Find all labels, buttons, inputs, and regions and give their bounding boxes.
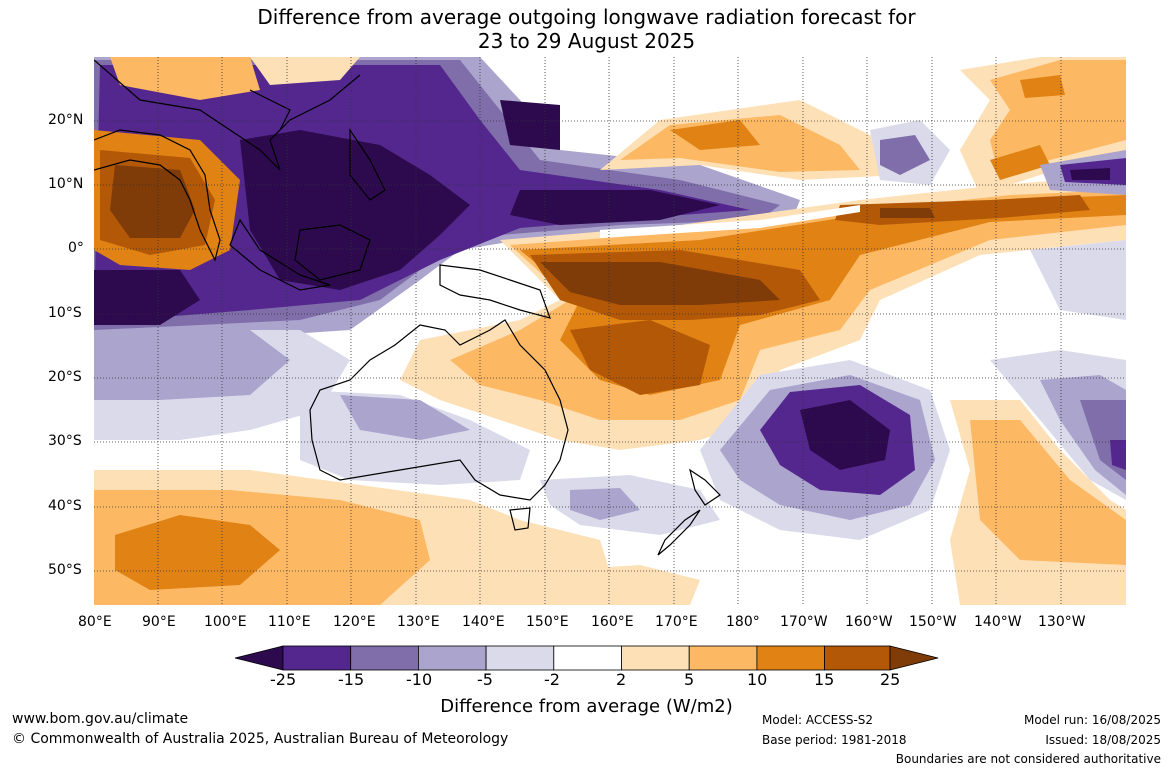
- colorbar-high-extension: [889, 645, 939, 671]
- colorbar-bin: [350, 645, 419, 671]
- lon-label: 140°E: [462, 614, 505, 630]
- map-title-line2: 23 to 29 August 2025: [477, 29, 696, 53]
- lon-label: 130°W: [1038, 614, 1086, 630]
- lat-label: 20°S: [48, 369, 82, 385]
- lon-label: 100°E: [204, 614, 247, 630]
- lon-label: 110°E: [268, 614, 311, 630]
- colorbar-low-extension: [234, 645, 284, 671]
- lat-label: 10°N: [48, 176, 84, 192]
- lon-label: 90°E: [142, 614, 176, 630]
- lon-label: 120°E: [333, 614, 376, 630]
- graticule: [94, 57, 1126, 605]
- colorbar-tick: 10: [747, 670, 768, 689]
- colorbar-tick: -10: [406, 670, 433, 689]
- colorbar-bin: [756, 645, 826, 671]
- footer-model: Model: ACCESS-S2: [762, 713, 874, 727]
- colorbar-bin: [824, 645, 891, 671]
- footer-copyright: © Commonwealth of Australia 2025, Austra…: [12, 731, 509, 747]
- footer-url[interactable]: www.bom.gov.au/climate: [12, 711, 189, 727]
- footer-base-period: Base period: 1981-2018: [762, 733, 907, 747]
- colorbar-title: Difference from average (W/m2): [440, 696, 733, 717]
- footer-issued: Issued: 18/08/2025: [1045, 733, 1161, 747]
- colorbar-tick: 2: [616, 670, 627, 689]
- lon-label: 160°E: [591, 614, 634, 630]
- anomaly-field: [94, 57, 1126, 605]
- colorbar-bin: [553, 645, 622, 671]
- lon-label: 160°W: [845, 614, 893, 630]
- colorbar-bin: [485, 645, 555, 671]
- colorbar-tick: -25: [270, 670, 297, 689]
- lon-label: 150°E: [526, 614, 569, 630]
- lon-label: 150°W: [909, 614, 957, 630]
- lat-label: 50°S: [48, 562, 82, 578]
- colorbar-tick: 25: [880, 670, 901, 689]
- colorbar-bin: [621, 645, 690, 671]
- colorbar-bin: [417, 645, 487, 671]
- lat-label: 20°N: [48, 112, 84, 128]
- colorbar: [234, 645, 939, 671]
- lat-label: 30°S: [48, 433, 82, 449]
- lat-label: 0°: [68, 240, 84, 256]
- lon-label: 180°: [726, 614, 760, 630]
- lat-label: 10°S: [48, 305, 82, 321]
- lon-label: 170°W: [780, 614, 828, 630]
- colorbar-tick: 5: [684, 670, 695, 689]
- colorbar-bin: [282, 645, 352, 671]
- lon-label: 80°E: [78, 614, 112, 630]
- lon-label: 170°E: [655, 614, 698, 630]
- colorbar-tick: -5: [477, 670, 493, 689]
- lon-label: 130°E: [397, 614, 440, 630]
- lon-label: 140°W: [974, 614, 1022, 630]
- footer-model-run: Model run: 16/08/2025: [1023, 713, 1161, 727]
- colorbar-bin: [688, 645, 758, 671]
- colorbar-tick: 15: [814, 670, 835, 689]
- map-title-line1: Difference from average outgoing longwav…: [257, 5, 916, 29]
- lat-label: 40°S: [48, 498, 82, 514]
- footer-disclaimer: Boundaries are not considered authoritat…: [895, 752, 1161, 766]
- colorbar-tick: -2: [544, 670, 560, 689]
- colorbar-tick: -15: [338, 670, 365, 689]
